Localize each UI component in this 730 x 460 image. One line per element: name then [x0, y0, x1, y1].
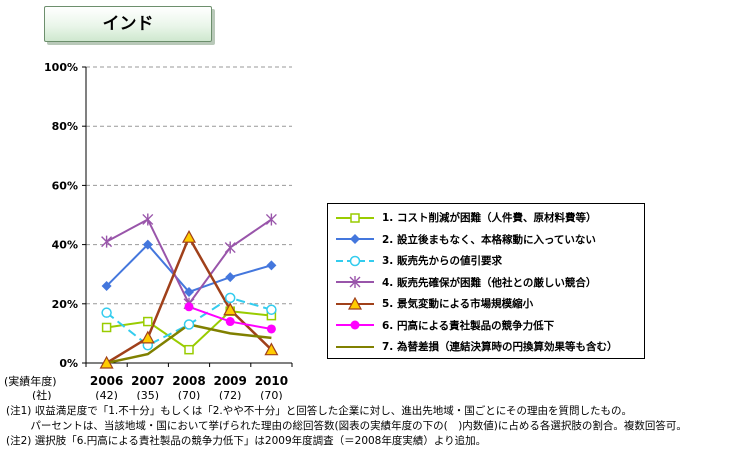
data-point-s5 — [264, 342, 279, 356]
x-count-label: (70) — [260, 389, 283, 400]
notes: (注1) 収益満足度で「1.不十分」もしくは「2.やや不十分」と回答した企業に対… — [6, 404, 726, 449]
data-point-s3 — [101, 307, 112, 318]
x-tick-label: 2008 — [172, 374, 205, 388]
data-point-s2 — [184, 286, 194, 297]
data-point-s3 — [224, 292, 236, 304]
row-label-year: (実績年度) — [4, 374, 57, 388]
legend-item: 5. 景気変動による市場規模縮小 — [334, 293, 644, 315]
series-markers — [99, 213, 279, 369]
data-point-s2 — [266, 260, 277, 271]
legend-label: 1. コスト削減が困難（人件費、原材料費等） — [382, 212, 597, 225]
legend-swatch — [336, 345, 374, 348]
legend-item: 2. 設立後まもなく、本格稼動に入っていない — [334, 229, 644, 251]
data-point-s1 — [143, 316, 153, 327]
legend-marker — [350, 320, 360, 330]
legend-swatch — [336, 255, 374, 266]
y-tick-label: 40% — [52, 239, 78, 252]
data-point-s5 — [99, 355, 114, 369]
legend-swatch — [336, 213, 374, 223]
x-count-label: (42) — [95, 389, 118, 400]
data-point-s1 — [101, 322, 112, 333]
legend-marker — [347, 296, 363, 310]
legend-marker — [350, 234, 360, 245]
legend-label: 5. 景気変動による市場規模縮小 — [382, 298, 534, 311]
grid-lines — [86, 66, 292, 305]
x-tick-label: 2006 — [90, 374, 123, 388]
legend-label: 7. 為替差損（連結決算時の円換算効果等も含む） — [382, 341, 618, 354]
data-point-s5 — [140, 330, 155, 344]
data-point-s6 — [225, 317, 235, 327]
line-chart: 0%20%40%60%80%100%2006(42)2007(35)2008(7… — [4, 61, 293, 400]
data-point-s4 — [224, 241, 236, 254]
legend-label: 6. 円高による責社製品の競争力低下 — [382, 319, 555, 332]
series-line-2 — [105, 243, 272, 294]
legend-item: 1. コスト削減が困難（人件費、原材料費等） — [334, 207, 644, 229]
axes — [82, 66, 293, 367]
data-point-s3 — [183, 319, 195, 330]
y-tick-label: 60% — [52, 179, 78, 192]
x-count-label: (72) — [219, 389, 242, 400]
data-point-s3 — [266, 304, 277, 315]
y-tick-label: 80% — [52, 120, 78, 133]
legend-item: 3. 販売先からの値引要求 — [334, 250, 644, 272]
data-point-s2 — [101, 281, 112, 292]
x-tick-label: 2009 — [213, 374, 246, 388]
legend-label: 3. 販売先からの値引要求 — [382, 255, 502, 268]
row-label-count: (社) — [32, 388, 52, 400]
note-1-cont: パーセントは、当該地域・国において挙げられた理由の総回答数(図表の実績年度の下の… — [6, 420, 687, 432]
data-point-s2 — [142, 239, 153, 250]
legend: 1. コスト削減が困難（人件費、原材料費等） 2. 設立後まもなく、本格稼動に入っ… — [327, 203, 645, 359]
note-1: (注1) 収益満足度で「1.不十分」もしくは「2.やや不十分」と回答した企業に対… — [6, 405, 633, 417]
y-tick-label: 20% — [52, 298, 78, 311]
series-line-1 — [106, 310, 272, 351]
data-point-s5 — [181, 229, 197, 243]
legend-swatch — [336, 320, 374, 330]
note-2: (注2) 選択肢「6.円高による責社製品の競争力低下」は2009年度調査（＝20… — [6, 435, 487, 447]
legend-item: 4. 販売先確保が困難（他社との厳しい競合） — [334, 272, 644, 294]
data-point-s5 — [223, 302, 238, 316]
x-count-label: (70) — [178, 389, 201, 400]
legend-marker — [349, 276, 361, 289]
x-tick-label: 2010 — [255, 374, 288, 388]
legend-swatch — [336, 234, 374, 245]
y-tick-label: 100% — [44, 61, 78, 74]
legend-swatch — [336, 296, 374, 310]
legend-item: 6. 円高による責社製品の競争力低下 — [334, 315, 644, 337]
y-tick-label: 0% — [59, 357, 78, 370]
legend-label: 4. 販売先確保が困難（他社との厳しい競合） — [382, 276, 597, 289]
axis-labels: 0%20%40%60%80%100%2006(42)2007(35)2008(7… — [4, 61, 288, 400]
chart-title: インド — [44, 6, 212, 42]
data-point-s1 — [184, 344, 194, 355]
series-line-7 — [106, 323, 272, 365]
data-point-s4 — [265, 213, 277, 226]
legend-label: 2. 設立後まもなく、本格稼動に入っていない — [382, 233, 596, 246]
data-point-s4 — [142, 213, 154, 226]
data-point-s6 — [184, 302, 194, 312]
legend-swatch — [336, 276, 374, 289]
data-point-s4 — [101, 235, 113, 248]
legend-item: 7. 為替差損（連結決算時の円換算効果等も含む） — [334, 336, 644, 358]
legend-marker — [349, 255, 361, 266]
data-point-s2 — [225, 272, 236, 283]
data-point-s6 — [266, 324, 276, 334]
x-tick-label: 2007 — [131, 374, 164, 388]
legend-marker — [350, 213, 360, 223]
x-count-label: (35) — [137, 389, 160, 400]
